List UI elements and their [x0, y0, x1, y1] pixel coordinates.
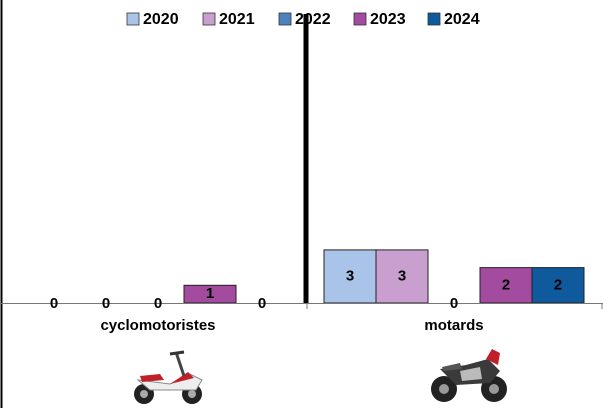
data-label: 3	[346, 267, 354, 284]
legend-swatch	[354, 13, 366, 25]
legend-swatch	[127, 13, 139, 25]
data-label: 0	[50, 295, 58, 312]
data-label: 3	[398, 267, 406, 284]
legend-swatch	[279, 13, 291, 25]
x-tick-label: motards	[424, 317, 483, 334]
data-label: 0	[154, 295, 162, 312]
legend-label: 2023	[370, 11, 406, 28]
legend-label: 2020	[143, 11, 179, 28]
scooter-icon	[134, 352, 202, 404]
data-label: 0	[102, 295, 110, 312]
motorbike-icon	[431, 349, 507, 402]
legend-swatch	[203, 13, 215, 25]
data-label: 2	[554, 276, 562, 293]
legend-swatch	[428, 13, 440, 25]
legend-label: 2022	[295, 11, 331, 28]
data-label: 0	[258, 295, 266, 312]
legend-label: 2021	[219, 11, 255, 28]
bars	[184, 250, 584, 303]
legend-label: 2024	[444, 11, 480, 28]
chart: 20202021202220232024cyclomotoristes00010…	[0, 0, 603, 408]
x-tick-label: cyclomotoristes	[100, 317, 215, 334]
data-label: 0	[450, 295, 458, 312]
data-label: 2	[502, 276, 510, 293]
data-label: 1	[206, 285, 214, 302]
